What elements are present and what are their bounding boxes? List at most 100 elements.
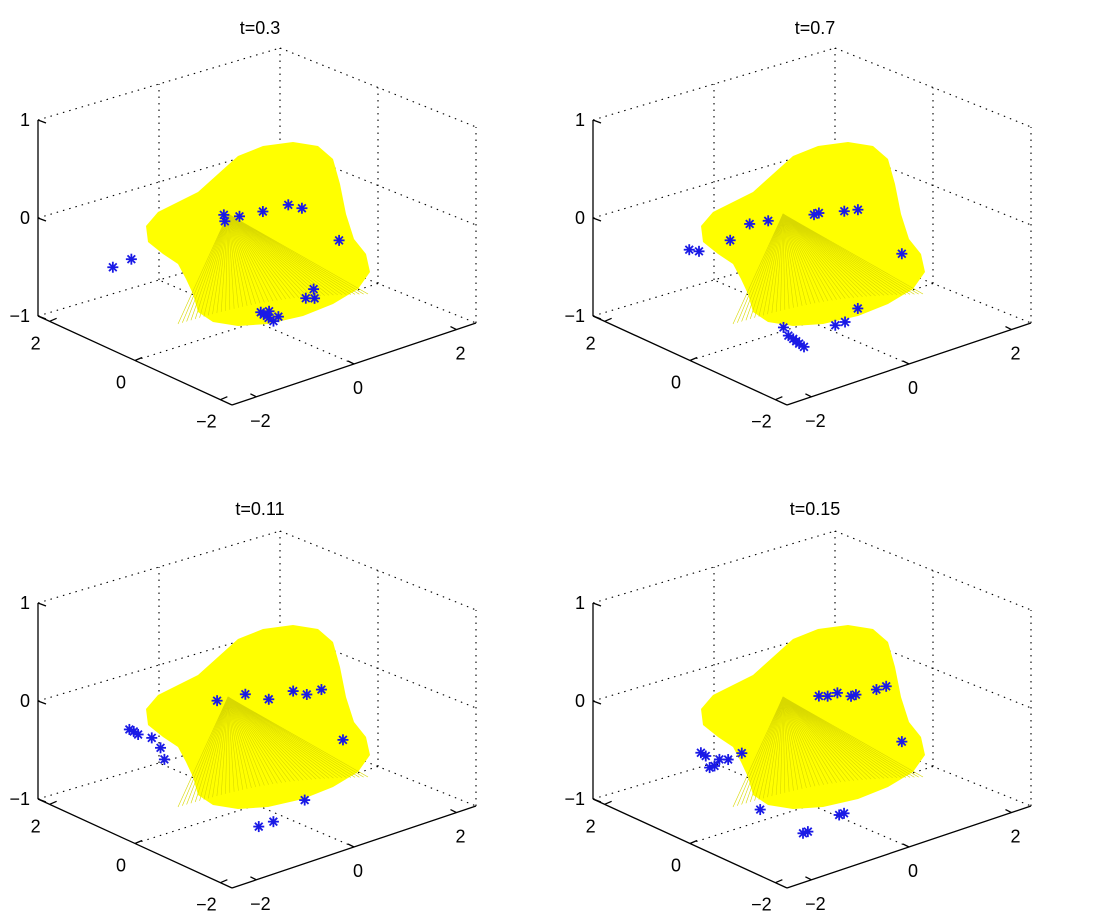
star-marker [870, 684, 882, 696]
x-tick-mark [450, 325, 457, 331]
mesh-line [227, 213, 330, 296]
star-marker [838, 205, 850, 217]
mesh-line [782, 213, 837, 300]
mesh-line [227, 696, 287, 783]
mesh-line [227, 696, 265, 786]
mesh-line [227, 213, 265, 303]
mesh-line [782, 696, 876, 780]
mesh-line [227, 696, 360, 778]
mesh-line [203, 213, 229, 317]
mesh-line [782, 213, 829, 302]
star-marker [838, 807, 850, 819]
star-marker [802, 826, 814, 838]
mesh-line [227, 213, 313, 297]
mesh-line [227, 696, 235, 792]
mesh-line [782, 213, 824, 302]
mesh-line [227, 213, 274, 302]
mesh-line [782, 213, 850, 299]
subplot-bottom-left: t=0.11 1 0 −1 2 0 −2 −2 0 2 [0, 483, 520, 923]
mesh-line [782, 213, 786, 310]
star-marker [683, 244, 695, 256]
mesh-line [227, 696, 317, 780]
plot-3d: 10−120−2 −202 [564, 530, 1032, 915]
mesh-line [782, 696, 812, 788]
mesh-line [782, 696, 820, 786]
star-marker [797, 827, 809, 839]
y-tick-label: 2 [31, 333, 41, 353]
star-marker [158, 753, 170, 765]
mesh-line [782, 213, 915, 295]
mesh-line [194, 213, 229, 320]
mesh-line [782, 696, 863, 781]
y-tick-mark [604, 800, 612, 805]
y-tick-mark [220, 879, 228, 884]
star-marker [829, 319, 841, 331]
z-tick-label: 0 [575, 691, 585, 711]
mesh-line [212, 696, 229, 798]
z-tick-label: 1 [575, 593, 585, 613]
mesh-line [177, 213, 229, 325]
star-marker [211, 695, 223, 707]
star-marker [850, 689, 862, 701]
mesh-line [227, 696, 321, 780]
mesh-line [227, 213, 360, 295]
star-marker [722, 754, 734, 766]
mesh-line [782, 213, 807, 305]
mesh-line [227, 213, 326, 296]
star-marker [880, 680, 892, 692]
mesh-line [782, 213, 820, 303]
mesh-line [782, 213, 855, 298]
z-tick-mark [37, 798, 47, 803]
mesh-line [782, 696, 885, 779]
mesh-line [227, 213, 338, 296]
mesh-line [782, 696, 893, 779]
mesh-line [227, 213, 244, 307]
mesh-line [782, 696, 902, 778]
grid-line [279, 726, 477, 807]
mesh-line [762, 213, 784, 316]
mesh-line [227, 213, 300, 298]
mesh-line [767, 696, 784, 798]
subplot-top-left: t=0.3 1 0 −1 2 0 −2 −2 0 2 [0, 0, 520, 440]
x-tick-mark [250, 393, 257, 398]
star-marker [693, 245, 705, 257]
mesh-line [758, 696, 784, 800]
mesh-line [227, 213, 304, 298]
grid-line [279, 530, 477, 611]
y-tick-label: −2 [196, 412, 217, 432]
mesh-line [771, 696, 784, 797]
mesh-line [741, 696, 784, 805]
mesh-line [782, 696, 799, 790]
mesh-line [782, 696, 911, 778]
grid-line [834, 726, 1032, 807]
star-marker [272, 311, 284, 323]
mesh-line [227, 213, 287, 300]
mesh-line [782, 213, 859, 298]
z-tick-mark [37, 217, 47, 222]
mesh-line [227, 213, 239, 308]
star-marker [263, 305, 275, 317]
y-tick-mark [604, 317, 612, 322]
x-tick-label: 0 [908, 861, 918, 881]
star-marker [831, 687, 843, 699]
x-tick-label: 2 [1010, 344, 1020, 364]
mesh-line [227, 696, 308, 781]
mesh-line [782, 696, 915, 778]
x-tick-mark [250, 876, 257, 881]
subplot-title: t=0.3 [239, 18, 281, 38]
surface-group [701, 625, 925, 809]
mesh-line [782, 696, 807, 788]
mesh-line [782, 696, 906, 778]
mesh-line [775, 696, 784, 795]
y-tick-label: 0 [671, 373, 681, 393]
mesh-line [227, 696, 313, 780]
star-marker [798, 341, 810, 353]
z-tick-label: 1 [575, 110, 585, 130]
mesh-line [227, 696, 330, 779]
mesh-line [227, 213, 308, 298]
mesh-line [190, 213, 229, 321]
mesh-line [227, 213, 248, 306]
mesh-line [207, 213, 229, 316]
grid-line [834, 243, 1032, 324]
mesh-line [782, 213, 868, 297]
